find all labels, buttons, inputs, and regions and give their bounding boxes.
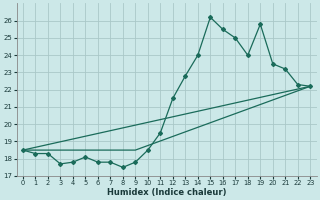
X-axis label: Humidex (Indice chaleur): Humidex (Indice chaleur) [107,188,226,197]
